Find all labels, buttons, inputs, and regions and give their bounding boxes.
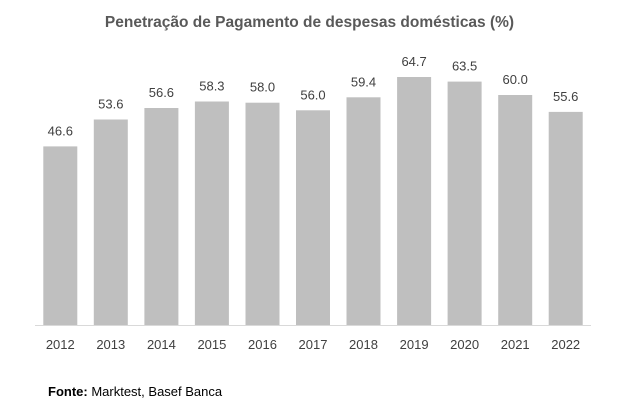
chart-title: Penetração de Pagamento de despesas domé… (104, 14, 515, 31)
source-text: Marktest, Basef Banca (87, 384, 223, 399)
bar-2015 (194, 101, 229, 325)
x-tick-2020: 2020 (450, 337, 479, 352)
x-tick-2018: 2018 (349, 337, 378, 352)
x-tick-2021: 2021 (501, 337, 530, 352)
data-label-2014: 56.6 (149, 85, 174, 100)
source-label: Fonte: (48, 384, 88, 399)
data-label-2013: 53.6 (98, 97, 123, 112)
x-tick-2014: 2014 (147, 337, 176, 352)
data-label-2012: 46.6 (48, 123, 73, 138)
data-label-2015: 58.3 (199, 79, 224, 94)
bar-2020 (447, 81, 482, 325)
bar-2016 (245, 102, 280, 325)
tick-labels-group: 2012 2013 2014 2015 2016 2017 2018 2019 2020 2021… (46, 337, 580, 352)
x-tick-2016: 2016 (248, 337, 277, 352)
chart-source: Fonte: Marktest, Basef Banca (48, 384, 222, 399)
value-labels-group: 46.6 53.6 56.6 58.3 58.0 56.0 59.4 64.7 63.5 60.0… (48, 54, 579, 138)
x-tick-2022: 2022 (551, 337, 580, 352)
data-label-2022: 55.6 (553, 89, 578, 104)
data-label-2020: 63.5 (452, 59, 477, 74)
x-tick-2012: 2012 (46, 337, 75, 352)
bar-2012 (43, 146, 78, 325)
bar-2019 (397, 77, 432, 325)
bar-2013 (93, 119, 128, 325)
x-tick-2015: 2015 (197, 337, 226, 352)
bar-2021 (498, 95, 533, 325)
data-label-2019: 64.7 (401, 54, 426, 69)
x-tick-2013: 2013 (96, 337, 125, 352)
data-label-2021: 60.0 (503, 72, 528, 87)
data-label-2017: 56.0 (300, 87, 325, 102)
x-tick-2017: 2017 (299, 337, 328, 352)
bar-2014 (144, 108, 179, 325)
bar-2022 (548, 111, 583, 326)
data-label-2016: 58.0 (250, 80, 275, 95)
data-label-2018: 59.4 (351, 74, 376, 89)
bar-2018 (346, 97, 381, 325)
bars-group (43, 77, 583, 326)
x-tick-2019: 2019 (400, 337, 429, 352)
bar-chart: 46.6 53.6 56.6 58.3 58.0 56.0 59.4 64.7 63.5 60.0… (35, 54, 591, 352)
bar-2017 (296, 110, 330, 325)
